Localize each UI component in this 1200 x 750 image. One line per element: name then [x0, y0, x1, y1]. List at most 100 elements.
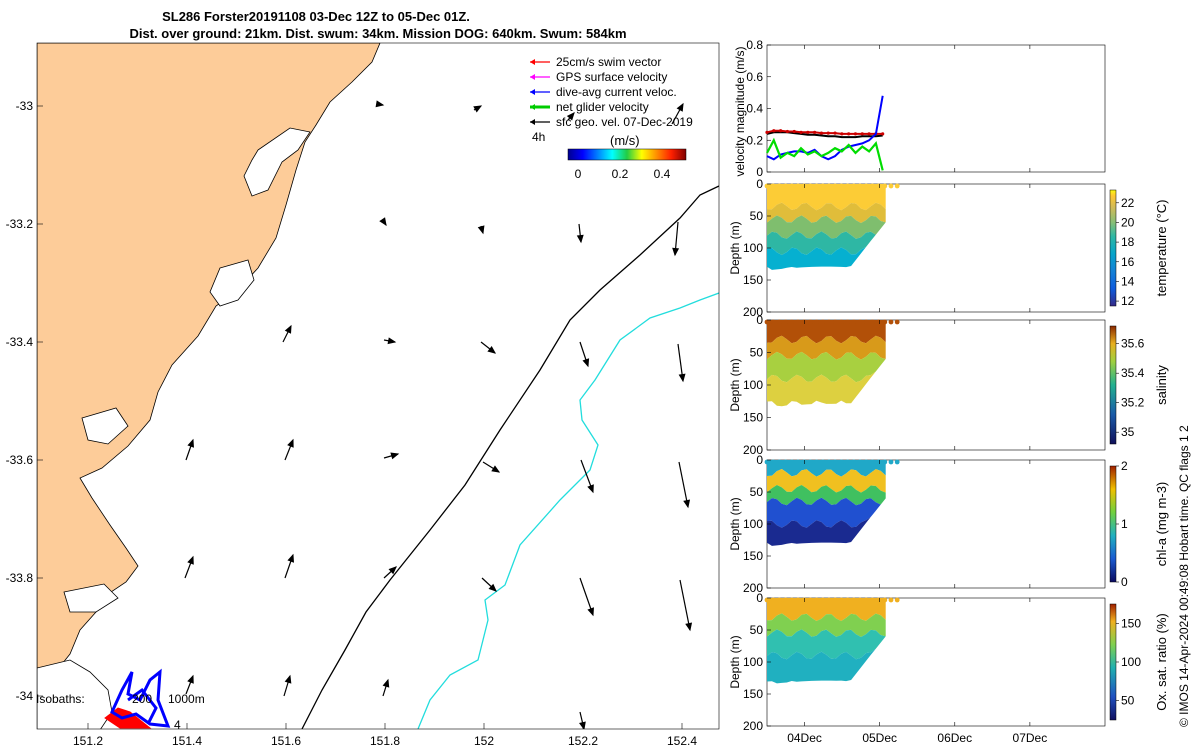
- map-x-tick-label: 152.2: [568, 734, 598, 748]
- chl-a-band: [767, 485, 886, 506]
- oxygen-colorbar-label: 150: [1121, 616, 1141, 630]
- chl-a-y-tick-label: 0: [756, 453, 763, 467]
- oxygen-surface-point: [764, 597, 770, 603]
- oxygen-surface-point: [777, 597, 782, 603]
- temperature-surface-point: [876, 183, 881, 189]
- chl-a-surface-point: [795, 459, 801, 465]
- time-marker: 4h: [532, 130, 545, 144]
- temperature-surface-point: [789, 183, 795, 189]
- velocity-point: [813, 130, 817, 134]
- legend-arrowhead: [530, 59, 535, 65]
- map-x-ticks: 151.2 151.4 151.6 151.8 152 152.2 152.4: [73, 723, 697, 748]
- temperature-ylabel: Depth (m): [728, 221, 742, 274]
- temperature-colorbar-label: 20: [1121, 215, 1135, 229]
- chl-a-surface-point: [814, 459, 819, 465]
- temperature-colorbar-label: 18: [1121, 235, 1135, 249]
- temperature-colorbar: [1109, 189, 1117, 307]
- geo-arrow: [284, 553, 295, 579]
- chl-a-surface-point: [826, 459, 832, 465]
- velocity-y-tick-label: 0.8: [746, 38, 763, 52]
- chl-a-surface-point: [801, 459, 807, 465]
- geo-arrow: [284, 438, 294, 461]
- geo-arrow: [383, 337, 397, 345]
- map-y-tick-label: -33.2: [6, 217, 34, 231]
- map-colorbar-ticks: 0 0.2 0.4: [575, 167, 671, 181]
- chl-a-surface-point: [789, 459, 795, 465]
- map-inlet-1: [243, 127, 311, 197]
- temperature-y-tick-label: 0: [756, 177, 763, 191]
- map-y-tick-label: -33.6: [6, 453, 34, 467]
- geo-arrow: [382, 678, 390, 697]
- chl-a-surface-point: [783, 459, 788, 465]
- oxygen-band: [767, 598, 886, 621]
- chl-a-surface-point: [888, 459, 894, 465]
- salinity-colorbar-label: 35.6: [1121, 337, 1145, 351]
- temperature-surface-point: [801, 183, 807, 189]
- oxygen-ylabel: Depth (m): [728, 635, 742, 688]
- map-y-tick-label: -33: [16, 99, 34, 113]
- salinity-surface-point: [783, 319, 788, 325]
- salinity-surface-point: [882, 319, 888, 325]
- oxygen-surface-point: [832, 597, 838, 603]
- oxygen-surface-point: [795, 597, 801, 603]
- velocity-point: [806, 130, 810, 134]
- velocity-series-line: [766, 137, 884, 171]
- map-inlet-4: [63, 583, 119, 613]
- temperature-band: [767, 202, 886, 223]
- map-y-ticks: -33 -33.2 -33.4 -33.6 -33.8 -34: [6, 99, 43, 703]
- salinity-surface-point: [820, 319, 826, 325]
- velocity-y-tick-label: 0: [756, 165, 763, 179]
- map-bay: [37, 659, 113, 729]
- geo-arrow: [379, 217, 387, 227]
- geo-arrow: [482, 461, 501, 473]
- oxygen-band: [767, 629, 886, 660]
- geo-arrow: [282, 324, 292, 343]
- chl-a-colorbar-label: 1: [1121, 517, 1128, 531]
- geo-arrow: [283, 674, 292, 697]
- stray-label: 4: [174, 718, 181, 732]
- chl-a-surface-point: [832, 459, 838, 465]
- time-tick-label: 04Dec: [787, 731, 822, 745]
- oxygen-surface-point: [814, 597, 819, 603]
- temperature-y-tick-label: 100: [743, 241, 763, 255]
- salinity-y-tick-label: 150: [743, 411, 763, 425]
- geo-arrow: [480, 341, 497, 354]
- time-tick-label: 06Dec: [937, 731, 972, 745]
- oxygen-surface-point: [888, 597, 894, 603]
- map-x-tick-label: 152: [474, 734, 494, 748]
- chl-a-y-tick-label: 100: [743, 517, 763, 531]
- temperature-surface-point: [888, 183, 894, 189]
- geo-arrow: [477, 225, 485, 235]
- chl-a-colorbar: [1109, 465, 1117, 583]
- title-line-2: Dist. over ground: 21km. Dist. swum: 34k…: [129, 26, 626, 41]
- oxygen-surface-point: [808, 597, 813, 603]
- velocity-y-tick-label: 0.6: [746, 70, 763, 84]
- chl-a-surface-point: [870, 459, 875, 465]
- velocity-point: [765, 130, 769, 134]
- legend-label: dive-avg current veloc.: [556, 85, 677, 99]
- chl-a-y-tick-label: 150: [743, 549, 763, 563]
- oxygen-surface-point: [770, 597, 776, 603]
- salinity-surface-point: [894, 319, 900, 325]
- temperature-surface-point: [777, 183, 782, 189]
- salinity-surface-point: [777, 319, 782, 325]
- oxygen-surface-point: [894, 597, 900, 603]
- salinity-y-tick-label: 100: [743, 378, 763, 392]
- time-tick-label: 05Dec: [862, 731, 897, 745]
- chl-a-surface-point: [882, 459, 888, 465]
- legend-label: 25cm/s swim vector: [556, 55, 661, 69]
- temperature-band: [767, 222, 886, 270]
- temperature-surface-point: [832, 183, 838, 189]
- geo-arrow: [184, 555, 194, 579]
- temperature-band: [767, 215, 886, 239]
- salinity-band: [767, 359, 886, 407]
- temperature-surface-point: [814, 183, 819, 189]
- map-x-tick-label: 151.4: [172, 734, 202, 748]
- salinity-y-tick-label: 200: [743, 443, 763, 457]
- chl-a-colorbar-label: 0: [1121, 575, 1128, 589]
- geo-arrow: [679, 579, 693, 632]
- oxygen-colorbar: [1109, 603, 1117, 721]
- salinity-surface-point: [870, 319, 875, 325]
- salinity-surface-point: [770, 319, 776, 325]
- geo-arrow: [566, 112, 575, 121]
